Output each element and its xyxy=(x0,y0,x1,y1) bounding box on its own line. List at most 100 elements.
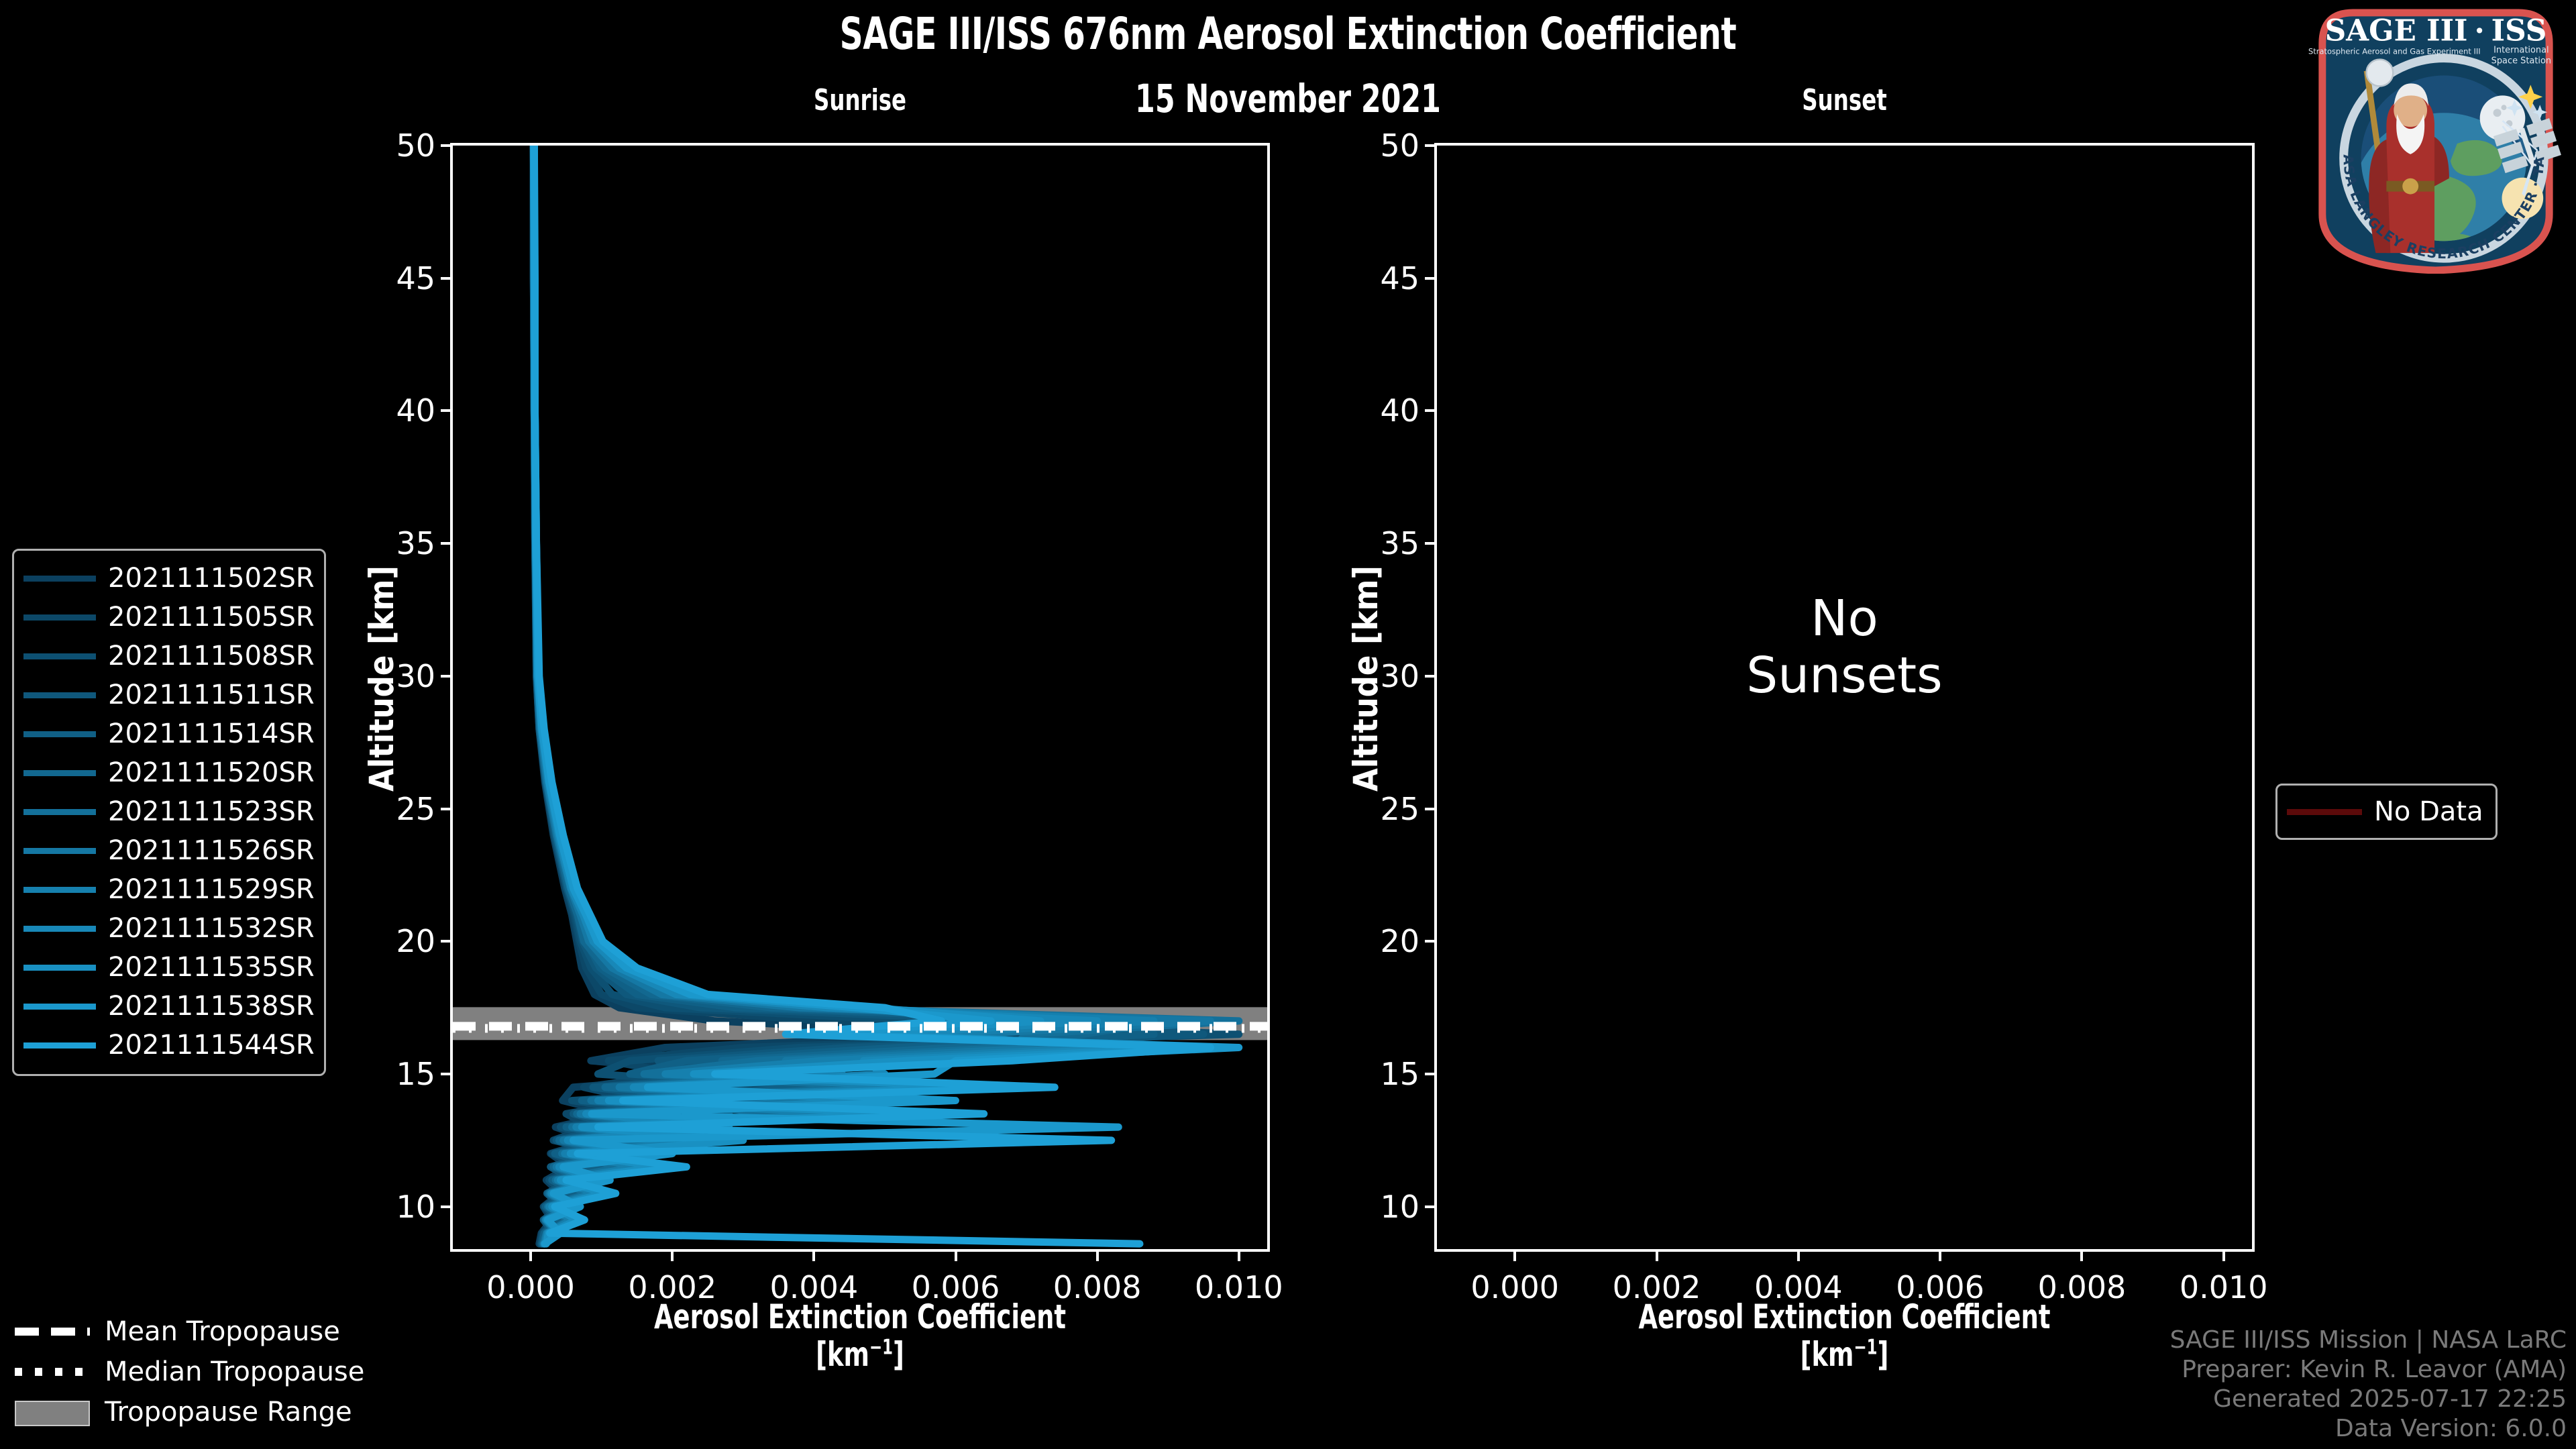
tropopause-key-label: Median Tropopause xyxy=(105,1356,365,1387)
y-tick xyxy=(1425,542,1437,545)
x-tick xyxy=(1796,1249,1800,1261)
y-tick xyxy=(1425,1073,1437,1075)
legend-line-swatch xyxy=(23,575,96,582)
patch-subtitle-right-1: International xyxy=(2493,46,2548,56)
y-tick xyxy=(441,276,453,280)
legend-item[interactable]: 2021111505SR xyxy=(23,598,315,637)
legend-item[interactable]: 2021111523SR xyxy=(23,792,315,831)
x-tick-label: 0.008 xyxy=(2037,1269,2127,1305)
x-tick-label: 0.000 xyxy=(1470,1269,1560,1305)
y-tick-label: 10 xyxy=(1380,1188,1419,1225)
legend-item[interactable]: 2021111529SR xyxy=(23,870,315,909)
x-tick-label: 0.010 xyxy=(2179,1269,2268,1305)
profiles-legend[interactable]: 2021111502SR 2021111505SR 2021111508SR 2021… xyxy=(12,549,326,1076)
x-tick xyxy=(2222,1249,2225,1261)
y-tick-label: 40 xyxy=(396,392,435,429)
y-tick-label: 25 xyxy=(396,790,435,827)
legend-item-label: 2021111505SR xyxy=(108,602,315,633)
legend-item-label: No Data xyxy=(2374,796,2483,827)
legend-line-swatch xyxy=(23,614,96,621)
legend-line-swatch xyxy=(23,769,96,776)
x-tick xyxy=(812,1249,816,1261)
credits-text: SAGE III/ISS Mission | NASA LaRC Prepare… xyxy=(2169,1326,2567,1443)
legend-line-swatch xyxy=(23,886,96,893)
legend-item[interactable]: 2021111508SR xyxy=(23,637,315,676)
x-tick xyxy=(1655,1249,1658,1261)
no-data-legend[interactable]: No Data xyxy=(2275,784,2498,840)
legend-item-label: 2021111511SR xyxy=(108,680,315,710)
y-axis-title-sunset: Altitude [km] xyxy=(1346,566,1385,792)
mission-patch-svg: SAGE III · ISS Stratospheric Aerosol and G… xyxy=(2296,0,2561,274)
legend-line-swatch xyxy=(23,653,96,659)
legend-item-label: 2021111502SR xyxy=(108,563,315,594)
panel-title-sunrise: Sunrise xyxy=(813,83,907,117)
patch-atlas-figure xyxy=(2363,58,2449,254)
y-tick-label: 45 xyxy=(1380,260,1419,297)
legend-item[interactable]: 2021111526SR xyxy=(23,831,315,870)
legend-item[interactable]: 2021111544SR xyxy=(23,1026,315,1065)
x-tick-label: 0.000 xyxy=(486,1269,575,1305)
y-tick-label: 15 xyxy=(1380,1056,1419,1092)
y-tick-label: 25 xyxy=(1380,790,1419,827)
legend-item[interactable]: 2021111532SR xyxy=(23,909,315,948)
y-tick xyxy=(1425,807,1437,810)
panel-title-sunset: Sunset xyxy=(1802,83,1887,117)
patch-subtitle-right-2: Space Station xyxy=(2491,56,2551,66)
legend-line-swatch xyxy=(23,731,96,737)
sunrise-profiles-svg xyxy=(453,146,1267,1248)
legend-item-label: 2021111508SR xyxy=(108,641,315,672)
y-tick xyxy=(441,542,453,545)
y-tick-label: 35 xyxy=(1380,525,1419,562)
tropopause-key-item: Median Tropopause xyxy=(15,1352,364,1392)
x-tick xyxy=(671,1249,674,1261)
y-tick xyxy=(1425,940,1437,943)
tropopause-key-item: Mean Tropopause xyxy=(15,1311,364,1352)
x-axis-title-text: Aerosol Extinction Coefficient xyxy=(653,1297,1066,1336)
legend-item-label: 2021111514SR xyxy=(108,718,315,749)
sunset-plot-axes: 50 45 40 35 30 25 20 15 10 0.000 0.002 0.004 0.006 0… xyxy=(1380,127,2267,1305)
y-tick xyxy=(1425,409,1437,413)
x-tick xyxy=(529,1249,533,1261)
x-tick-label: 0.008 xyxy=(1053,1269,1142,1305)
no-data-line-swatch xyxy=(2287,808,2362,815)
mean-tropopause-swatch xyxy=(15,1324,90,1340)
tropopause-key-label: Mean Tropopause xyxy=(105,1316,340,1347)
y-tick xyxy=(441,674,453,678)
y-tick-label: 35 xyxy=(396,525,435,562)
no-sunsets-note: No Sunsets xyxy=(1746,590,1943,705)
tropopause-range-swatch xyxy=(15,1401,90,1426)
y-tick xyxy=(441,1205,453,1208)
y-tick xyxy=(1425,276,1437,280)
x-tick-label: 0.002 xyxy=(628,1269,717,1305)
x-tick-label: 0.006 xyxy=(911,1269,1000,1305)
y-tick xyxy=(441,807,453,810)
y-tick-label: 20 xyxy=(396,923,435,960)
sage3-iss-mission-patch-logo: SAGE III · ISS Stratospheric Aerosol and G… xyxy=(2296,0,2569,274)
x-axis-unit: [km−1] xyxy=(1800,1335,1889,1374)
y-axis-title-sunrise: Altitude [km] xyxy=(362,566,401,792)
x-tick xyxy=(1237,1249,1240,1261)
sunrise-plot-area xyxy=(453,146,1267,1249)
legend-item[interactable]: 2021111535SR xyxy=(23,948,315,987)
legend-item[interactable]: 2021111502SR xyxy=(23,559,315,598)
legend-item[interactable]: 2021111511SR xyxy=(23,676,315,714)
patch-iss xyxy=(2493,118,2561,174)
x-tick xyxy=(954,1249,957,1261)
legend-item-label: 2021111523SR xyxy=(108,796,315,827)
y-tick-label: 20 xyxy=(1380,923,1419,960)
legend-item-label: 2021111526SR xyxy=(108,835,315,866)
legend-line-swatch xyxy=(23,1042,96,1049)
legend-item[interactable]: 2021111538SR xyxy=(23,987,315,1026)
sunrise-plot-axes: 50 45 40 35 30 25 20 15 10 0.000 0.002 0.004 0.006 0… xyxy=(396,127,1283,1305)
legend-item-label: 2021111535SR xyxy=(108,952,315,983)
profile-line xyxy=(530,146,1215,1248)
legend-item-label: 2021111544SR xyxy=(108,1030,315,1061)
legend-item[interactable]: No Data xyxy=(2287,792,2483,831)
x-tick xyxy=(1939,1249,1942,1261)
legend-item[interactable]: 2021111514SR xyxy=(23,714,315,753)
x-tick-label: 0.010 xyxy=(1194,1269,1283,1305)
legend-line-swatch xyxy=(23,692,96,698)
legend-item[interactable]: 2021111520SR xyxy=(23,753,315,792)
y-tick xyxy=(1425,1205,1437,1208)
x-axis-unit: [km−1] xyxy=(816,1335,904,1374)
